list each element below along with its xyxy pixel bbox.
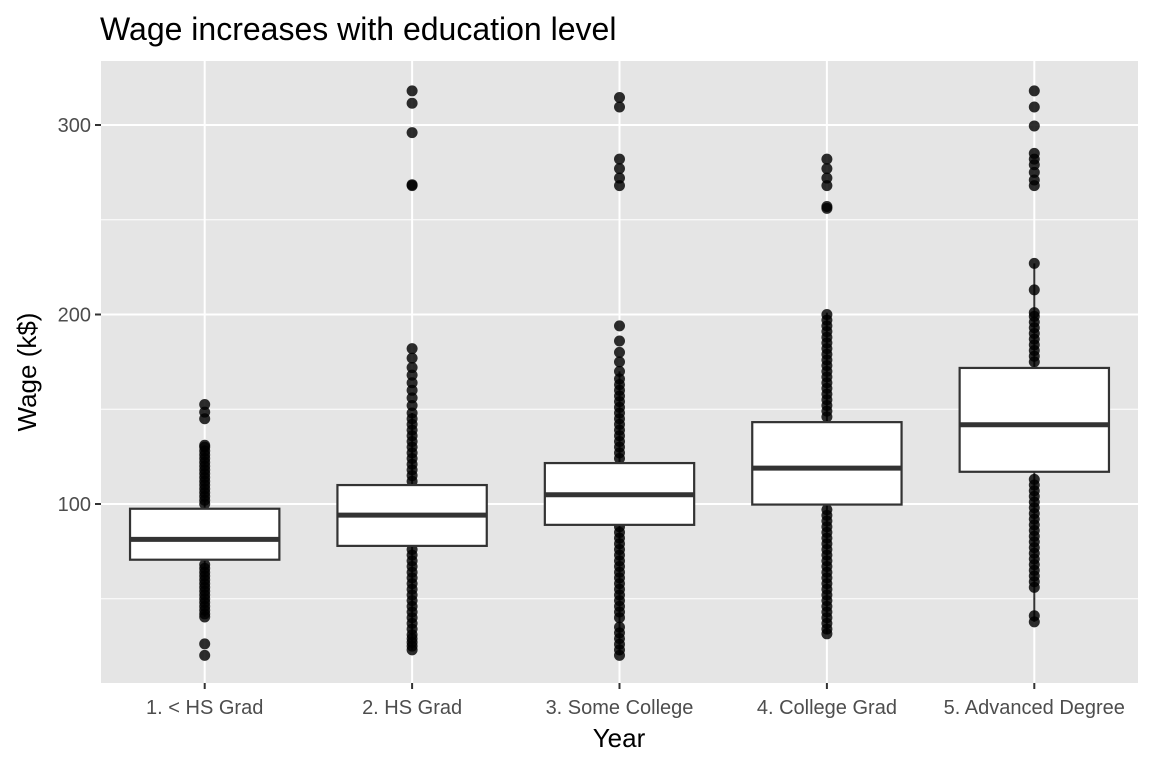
outlier-point bbox=[821, 504, 833, 516]
outlier-point bbox=[1028, 120, 1040, 132]
outlier-point bbox=[1028, 307, 1040, 319]
outlier-point bbox=[406, 392, 418, 404]
outlier-point bbox=[1028, 147, 1040, 159]
outlier-point bbox=[821, 180, 833, 192]
box-iqr bbox=[128, 507, 281, 561]
outlier-point bbox=[1028, 174, 1040, 186]
x-tick-label: 1. < HS Grad bbox=[146, 697, 263, 719]
x-tick-label: 2. HS Grad bbox=[362, 697, 462, 719]
outlier-point bbox=[199, 399, 211, 411]
x-tick-label: 3. Some College bbox=[546, 697, 694, 719]
box-group bbox=[958, 85, 1111, 628]
box-iqr bbox=[751, 421, 903, 506]
outlier-point bbox=[614, 320, 625, 332]
outlier-point bbox=[821, 153, 833, 165]
box-iqr bbox=[958, 366, 1111, 473]
y-axis-title: Wage (k$) bbox=[12, 313, 42, 432]
outlier-point bbox=[406, 179, 418, 191]
x-tick-label: 4. College Grad bbox=[757, 697, 897, 719]
outlier-point bbox=[406, 399, 418, 411]
outlier-point bbox=[614, 153, 625, 165]
outlier-point bbox=[199, 649, 211, 661]
box-group bbox=[751, 153, 903, 640]
outlier-point bbox=[406, 377, 418, 389]
outlier-point bbox=[406, 343, 418, 355]
outlier-point bbox=[406, 407, 418, 419]
y-tick-label: 200 bbox=[58, 305, 91, 327]
x-axis-title: Year bbox=[593, 723, 646, 753]
y-tick-label: 100 bbox=[58, 494, 91, 516]
x-tick-label: 5. Advanced Degree bbox=[944, 697, 1125, 719]
outlier-point bbox=[199, 638, 211, 650]
outlier-point bbox=[199, 559, 211, 571]
outlier-point bbox=[614, 101, 625, 113]
outlier-point bbox=[1028, 85, 1040, 97]
outlier-point bbox=[614, 373, 625, 385]
outlier-point bbox=[406, 369, 418, 381]
outlier-point bbox=[1028, 284, 1040, 296]
x-axis: 1. < HS Grad 2. HS Grad 3. Some College 4. … bbox=[146, 683, 1125, 719]
outlier-point bbox=[614, 180, 625, 192]
outlier-point bbox=[1028, 257, 1040, 269]
boxes-layer bbox=[128, 85, 1111, 661]
outlier-point bbox=[614, 621, 625, 633]
outlier-point bbox=[614, 335, 625, 347]
outlier-point bbox=[1028, 610, 1040, 622]
y-axis: 100 200 300 bbox=[58, 115, 101, 516]
outlier-point bbox=[1028, 473, 1040, 485]
outlier-point bbox=[614, 172, 625, 184]
outlier-point bbox=[1028, 101, 1040, 113]
outlier-point bbox=[199, 439, 211, 451]
outlier-point bbox=[614, 163, 625, 175]
outlier-point bbox=[821, 309, 833, 320]
outlier-point bbox=[406, 352, 418, 364]
outlier-point bbox=[406, 127, 418, 139]
outlier-point bbox=[199, 406, 211, 418]
y-tick-label: 300 bbox=[58, 115, 91, 137]
outlier-point bbox=[821, 163, 833, 175]
outlier-point bbox=[821, 172, 833, 184]
box-group bbox=[543, 92, 696, 661]
outlier-point bbox=[614, 346, 625, 358]
outlier-point bbox=[614, 92, 625, 104]
outlier-point bbox=[821, 200, 833, 212]
box-group bbox=[128, 399, 281, 661]
outlier-point bbox=[406, 384, 418, 396]
outlier-point bbox=[406, 362, 418, 374]
outlier-point bbox=[614, 365, 625, 377]
outlier-point bbox=[1028, 166, 1040, 178]
outlier-point bbox=[406, 85, 418, 97]
chart-title: Wage increases with education level bbox=[100, 11, 616, 47]
outlier-point bbox=[406, 97, 418, 109]
box-group bbox=[336, 85, 488, 656]
outlier-point bbox=[614, 356, 625, 368]
